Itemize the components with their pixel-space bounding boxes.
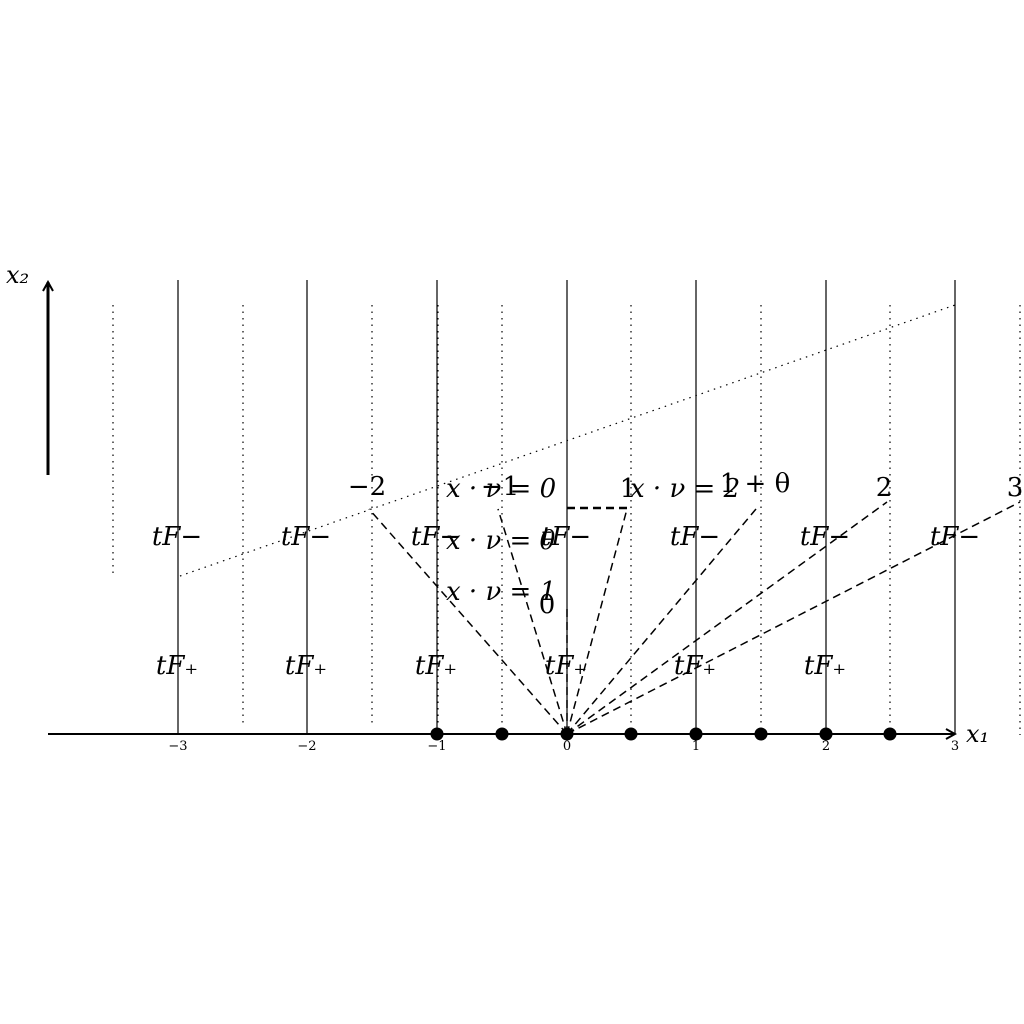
x-tick-label: 2: [822, 739, 830, 754]
ray-minus-two: [368, 508, 568, 735]
ray-three: [566, 501, 1021, 735]
x-tick-label: 3: [951, 739, 959, 754]
region-labels: tF− tF− tF− tF− tF− tF− tF− tF₊ tF₊ tF₊ …: [152, 522, 980, 681]
ray-label-one-plus-theta: 1 + θ: [720, 469, 791, 499]
x-tick-label: −3: [168, 739, 187, 754]
y-axis-label: x₂: [6, 261, 29, 289]
region-label-lower: tF₊: [674, 651, 716, 681]
lattice-dot: [430, 727, 444, 741]
region-label-upper: tF−: [800, 522, 850, 552]
lattice-dot: [689, 727, 703, 741]
region-label-upper: tF−: [670, 522, 720, 552]
region-label-lower: tF₊: [415, 651, 457, 681]
region-label-lower: tF₊: [156, 651, 198, 681]
lattice-dots: [430, 727, 897, 741]
ray-label-zero: 0: [539, 590, 556, 620]
ray-label-one: 1: [620, 474, 637, 504]
ray-label-minus-one: −1: [481, 472, 519, 502]
ray-labels: −2 −1 1 1 + θ 2 3 0: [348, 469, 1023, 620]
region-label-lower: tF₊: [804, 651, 846, 681]
equation-x-nu-zero: x · ν = 0: [446, 474, 556, 504]
region-label-upper: tF−: [541, 522, 591, 552]
region-label-upper: tF−: [152, 522, 202, 552]
ray-label-minus-two: −2: [348, 472, 386, 502]
ray-minus-one: [497, 508, 568, 735]
lattice-dot: [560, 727, 574, 741]
ray-label-two: 2: [876, 473, 893, 503]
equation-x-nu-two: x · ν = 2: [630, 474, 740, 504]
x-tick-label: 0: [563, 739, 571, 754]
lattice-dot: [883, 727, 897, 741]
region-label-lower: tF₊: [545, 651, 587, 681]
region-label-upper: tF−: [930, 522, 980, 552]
x-tick-label: 1: [692, 739, 700, 754]
ray-label-three: 3: [1007, 473, 1024, 503]
equation-x-nu-theta: x · ν = θ: [446, 526, 556, 556]
region-label-upper: tF−: [281, 522, 331, 552]
dashed-rays: [368, 501, 1021, 735]
equations: x · ν = 0 x · ν = 2 x · ν = θ x · ν = 1: [446, 474, 740, 607]
lattice-dot: [819, 727, 833, 741]
x-tick-label: −2: [297, 739, 316, 754]
equation-x-nu-one: x · ν = 1: [446, 577, 556, 607]
lattice-dot: [754, 727, 768, 741]
lattice-dot: [495, 727, 509, 741]
x-tick-label: −1: [427, 739, 446, 754]
x-axis-label: x₁: [966, 720, 989, 748]
region-label-upper: tF−: [411, 522, 461, 552]
x-tick-labels: −3 −2 −1 0 1 2 3: [168, 739, 959, 754]
ray-two: [566, 501, 888, 735]
ray-one-theta: [566, 508, 757, 735]
lattice-dot: [624, 727, 638, 741]
region-label-lower: tF₊: [285, 651, 327, 681]
